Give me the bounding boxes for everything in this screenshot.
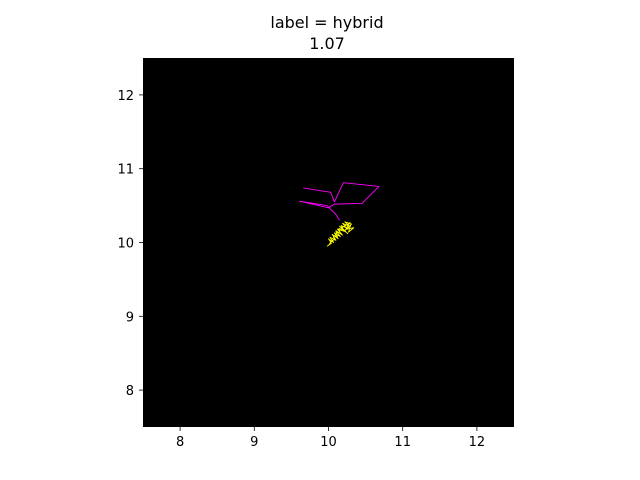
series-layer xyxy=(299,182,380,247)
x-tick-label: 8 xyxy=(176,435,184,450)
plot-area xyxy=(143,58,514,427)
series-line-0 xyxy=(299,182,380,221)
x-tick-label: 10 xyxy=(320,435,337,450)
x-tick-label: 9 xyxy=(250,435,258,450)
y-tick-label: 9 xyxy=(126,310,134,325)
y-tick-label: 8 xyxy=(126,384,134,399)
x-tick-label: 12 xyxy=(469,435,486,450)
axes-layer: 8 9 10 11 12 8 9 10 11 12 xyxy=(117,89,485,450)
series-line-1 xyxy=(326,221,355,247)
chart-subtitle: 1.07 xyxy=(309,34,345,53)
x-tick-label: 11 xyxy=(394,435,411,450)
y-tick-label: 11 xyxy=(117,163,134,178)
y-tick-label: 10 xyxy=(117,237,134,252)
y-tick-label: 12 xyxy=(117,89,134,104)
chart-title: label = hybrid xyxy=(270,13,383,32)
